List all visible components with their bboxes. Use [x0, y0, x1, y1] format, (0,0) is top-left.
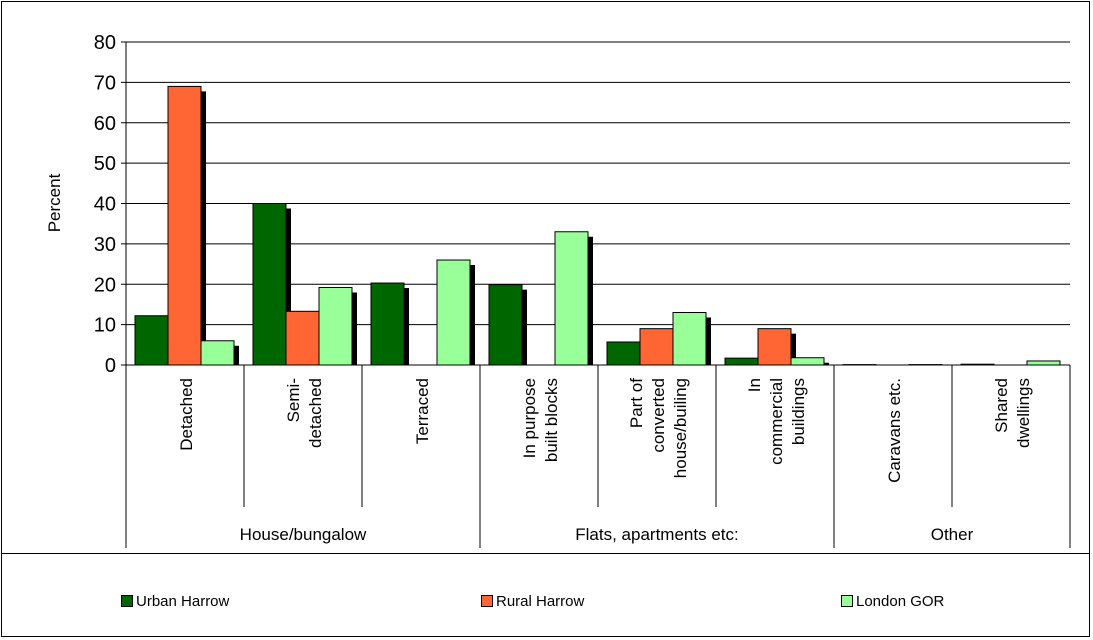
y-tick-label: 60: [94, 113, 116, 135]
x-category-label: In purpose: [520, 378, 539, 458]
y-tick-label: 20: [94, 274, 116, 296]
bar: [1026, 360, 1061, 366]
legend-swatch-rural-harrow: [481, 595, 493, 607]
y-tick-label: 10: [94, 315, 116, 337]
x-group-label: Flats, apartments etc:: [575, 525, 738, 544]
x-group-labels: House/bungalow Flats, apartments etc: Othe…: [240, 525, 974, 544]
bar: [757, 328, 792, 366]
y-axis-label: Percent: [45, 173, 64, 232]
legend-item-london-gor: London GOR: [841, 592, 944, 610]
legend-label-london-gor: London GOR: [856, 592, 945, 610]
bar: [370, 282, 405, 366]
y-tick-label: 40: [94, 194, 116, 216]
bar: [724, 357, 759, 366]
x-category-label: built blocks: [542, 378, 561, 462]
x-category-label: Terraced: [413, 378, 432, 444]
gridlines: [126, 41, 1070, 326]
legend-swatch-urban-harrow: [121, 595, 133, 607]
axes: [121, 41, 1071, 548]
x-category-label: Detached: [177, 378, 196, 451]
x-group-label: Other: [931, 525, 974, 544]
x-category-label: Caravans etc.: [885, 378, 904, 483]
y-tick-label: 50: [94, 153, 116, 175]
x-category-label: Part of: [627, 378, 646, 428]
y-tick-label: 80: [94, 32, 116, 54]
y-tick-label: 30: [94, 234, 116, 256]
x-category-label: buildings: [789, 378, 808, 445]
y-tick-label: 70: [94, 72, 116, 94]
x-category-label: Semi-: [284, 378, 303, 422]
x-category-labels: Detached Semi-detached Terraced In purpose b…: [177, 378, 1033, 483]
y-tick-label: 0: [105, 355, 116, 377]
legend-label-rural-harrow: Rural Harrow: [496, 592, 585, 610]
bar: [488, 284, 523, 366]
bar: [606, 341, 641, 366]
bar: [554, 231, 589, 366]
legend-label-urban-harrow: Urban Harrow: [136, 592, 230, 610]
x-category-label: In: [745, 378, 764, 392]
x-category-label: house/builing: [671, 378, 690, 478]
x-category-label: detached: [306, 378, 325, 448]
bar: [285, 310, 320, 366]
bar: [200, 340, 235, 366]
bar: [252, 203, 287, 366]
x-category-label: Shared: [992, 378, 1011, 433]
bar: [672, 312, 707, 366]
legend-item-urban-harrow: Urban Harrow: [121, 592, 229, 610]
bar: [167, 85, 202, 366]
bar: [134, 315, 169, 366]
bar: [639, 328, 674, 366]
bars: [134, 85, 1061, 366]
y-tick-labels: 0 10 20 30 40 50 60 70 80: [94, 32, 116, 377]
bar: [436, 259, 471, 366]
legend-item-rural-harrow: Rural Harrow: [481, 592, 584, 610]
legend-box: [1, 553, 1090, 637]
legend-swatch-london-gor: [841, 595, 853, 607]
x-category-label: dwellings: [1014, 378, 1033, 448]
x-category-label: commercial: [767, 378, 786, 465]
x-group-label: House/bungalow: [240, 525, 367, 544]
bar: [790, 357, 825, 366]
bar: [318, 286, 353, 366]
x-category-label: converted: [649, 378, 668, 453]
